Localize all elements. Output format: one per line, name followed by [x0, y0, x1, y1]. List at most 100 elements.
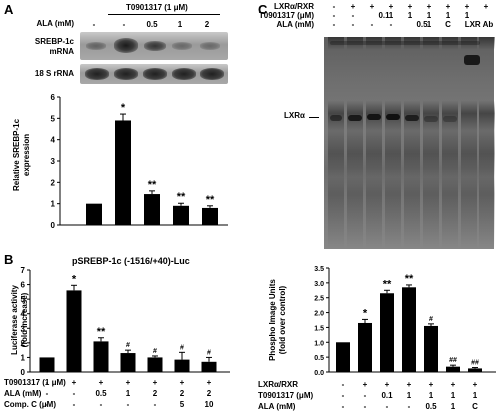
panel-b-condition-value: -	[72, 389, 76, 398]
gel-lane	[423, 37, 439, 249]
panel-b-condition-value: -	[45, 400, 49, 409]
panel-c-bar	[358, 322, 372, 372]
lxr-complex-band	[424, 116, 438, 122]
panel-b-bar	[39, 357, 55, 372]
panel-b-bar	[147, 357, 163, 372]
rrna-band	[172, 68, 196, 80]
panel-c-bar	[380, 293, 394, 372]
panel-a-y-tick-label: 3	[51, 157, 56, 166]
lxr-complex-band	[405, 115, 419, 121]
panel-c-significance-mark: ##	[471, 360, 479, 367]
panel-c-y-tick-label: 3.0	[314, 281, 324, 288]
panel-c-bottom-value: 1	[450, 391, 456, 400]
panel-c-significance-mark: **	[383, 278, 392, 290]
lxr-complex-band	[348, 115, 362, 121]
panel-a-treatment-header: T0901317 (1 μM)	[126, 3, 188, 12]
panel-c-y-tick-label: 0.0	[314, 370, 324, 377]
gel-lane	[404, 37, 420, 249]
panel-c-bottom-value: 0.5	[425, 402, 437, 411]
panel-c-header-value: -	[351, 11, 355, 20]
panel-c-significance-mark: #	[429, 316, 433, 323]
panel-b-y-tick-label: 0	[21, 368, 26, 377]
panel-c-y-tick-label: 0.5	[314, 355, 324, 362]
panel-c-header-value: +	[388, 2, 394, 11]
panel-a-y-tick-label: 1	[51, 200, 56, 209]
panel-b-y-tick-label: 7	[21, 266, 26, 275]
panel-c-header-value: 0.1	[378, 11, 390, 20]
panel-b-bar	[201, 361, 217, 372]
panel-c-header-value: -	[332, 2, 336, 11]
mrna-band	[114, 38, 138, 53]
panel-c-y-tick-label: 2.5	[314, 296, 324, 303]
panel-c-row-label: ALA (mM)	[276, 20, 314, 29]
gel-lane	[461, 37, 477, 249]
panel-a-bar	[202, 207, 218, 225]
panel-a-letter: A	[4, 2, 14, 17]
panel-c-bottom-value: +	[472, 380, 478, 389]
panel-b-condition-value: 1	[125, 389, 131, 398]
supershift-band	[464, 55, 480, 65]
panel-c-bottom-value: -	[385, 402, 389, 411]
panel-b-y-tick-label: 1	[21, 353, 26, 362]
lxr-complex-band	[367, 114, 381, 120]
panel-c-header-value: 1	[464, 11, 470, 20]
panel-c-bottom-row-label: ALA (mM)	[258, 402, 296, 411]
panel-a-mrna-label-line1: SREBP-1c	[34, 37, 74, 46]
panel-c-y-tick-label: 3.5	[314, 266, 324, 273]
panel-c-bottom-value: 1	[406, 391, 412, 400]
panel-c-bar	[468, 368, 482, 372]
panel-c-header-value: C	[445, 20, 451, 29]
panel-c-significance-mark: *	[363, 307, 368, 319]
panel-c-bottom-value: -	[363, 402, 367, 411]
mrna-band	[144, 41, 166, 51]
panel-c-bottom-value: 0.1	[381, 391, 393, 400]
panel-c-significance-mark: ##	[449, 357, 457, 364]
lxr-complex-band	[443, 116, 457, 122]
panel-b-significance-mark: #	[126, 342, 130, 349]
panel-c-header-value: 0.5	[416, 20, 428, 29]
panel-c-header-value: 1	[388, 11, 394, 20]
panel-c-bar	[446, 366, 460, 372]
panel-c-header-value: +	[369, 2, 375, 11]
lxr-complex-band	[330, 115, 342, 121]
panel-c-bottom-value: C	[472, 402, 478, 411]
panel-a-ala-value: 0.5	[146, 20, 158, 29]
panel-c-bar	[424, 325, 438, 372]
panel-c-bottom-value: -	[341, 391, 345, 400]
panel-b-y-tick-label: 3	[21, 324, 26, 333]
rrna-band	[143, 68, 167, 80]
panel-b-condition-value: +	[206, 378, 212, 387]
panel-b-y-tick-label: 2	[21, 339, 26, 348]
panel-c-bottom-row-label: T0901317 (μM)	[258, 391, 314, 400]
panel-b-condition-value: 5	[179, 400, 185, 409]
panel-c-header-value: +	[483, 2, 489, 11]
panel-a-ala-value: -	[92, 20, 96, 29]
panel-c-header-value: +	[407, 2, 413, 11]
mrna-band	[200, 42, 220, 50]
panel-c-y-tick-label: 1.0	[314, 340, 324, 347]
panel-a-rrna-label: 18 S rRNA	[34, 69, 74, 78]
panel-c-row-label: LXRα/RXR	[273, 2, 314, 11]
panel-b-significance-mark: #	[207, 349, 211, 356]
panel-c-header-value: 1	[426, 11, 432, 20]
panel-b-condition-value: 0.5	[95, 389, 107, 398]
panel-b-row-label: T0901317 (1 μM)	[4, 378, 66, 387]
panel-b-condition-value: 2	[152, 389, 158, 398]
panel-c-header-value: -	[332, 11, 336, 20]
panel-c-bottom-value: 1	[450, 402, 456, 411]
panel-b-letter: B	[4, 252, 14, 267]
panel-a-y-tick-label: 0	[51, 221, 56, 230]
mrna-band	[172, 42, 192, 50]
panel-b-condition-value: -	[153, 400, 157, 409]
panel-a-mrna-label-line2: mRNA	[49, 47, 74, 56]
panel-b-condition-value: +	[152, 378, 158, 387]
panel-c-y-tick-label: 2.0	[314, 311, 324, 318]
lxr-band-marker	[309, 117, 319, 118]
panel-b-condition-value: +	[125, 378, 131, 387]
rrna-blot	[80, 64, 228, 84]
panel-a-y-tick-label: 4	[51, 136, 56, 145]
panel-c-bottom-value: +	[450, 380, 456, 389]
